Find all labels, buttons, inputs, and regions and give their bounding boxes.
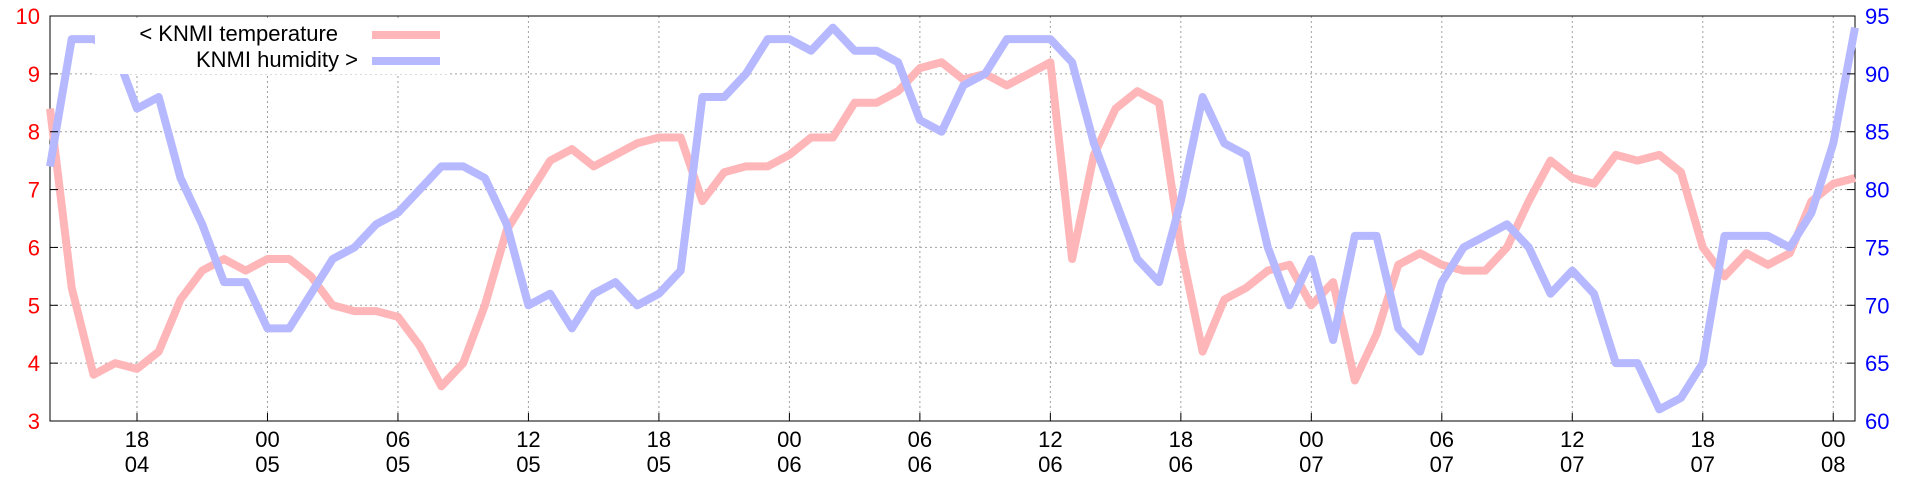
right-tick-label-4: 80 — [1865, 178, 1889, 203]
x-tick-time-6: 06 — [908, 427, 932, 452]
left-tick-label-3: 6 — [28, 235, 40, 260]
x-tick-day-3: 05 — [516, 452, 540, 477]
x-tick-day-5: 06 — [777, 452, 801, 477]
x-tick-time-0: 18 — [125, 427, 149, 452]
x-tick-day-1: 05 — [255, 452, 279, 477]
series-layer — [46, 23, 1859, 414]
right-tick-label-1: 65 — [1865, 351, 1889, 376]
x-tick-time-7: 12 — [1038, 427, 1062, 452]
series-line-temperature — [46, 58, 1857, 391]
legend-label-humidity: KNMI humidity > — [196, 47, 358, 72]
x-tick-time-4: 18 — [647, 427, 671, 452]
right-tick-label-3: 75 — [1865, 235, 1889, 260]
x-tick-time-5: 00 — [777, 427, 801, 452]
grid — [50, 15, 1855, 422]
left-tick-label-2: 5 — [28, 293, 40, 318]
left-tick-label-1: 4 — [28, 351, 40, 376]
x-axis: 1804000506051205180500060606120618060007… — [125, 413, 1845, 477]
right-tick-label-2: 70 — [1865, 293, 1889, 318]
x-tick-time-1: 00 — [255, 427, 279, 452]
x-tick-time-12: 18 — [1691, 427, 1715, 452]
legend-label-temperature: < KNMI temperature — [139, 21, 338, 46]
x-tick-day-6: 06 — [908, 452, 932, 477]
series-line-humidity — [46, 23, 1859, 414]
x-tick-time-11: 12 — [1560, 427, 1584, 452]
right-tick-label-0: 60 — [1865, 409, 1889, 434]
left-tick-label-4: 7 — [28, 178, 40, 203]
x-tick-time-2: 06 — [386, 427, 410, 452]
left-tick-label-7: 10 — [16, 4, 40, 29]
right-tick-label-6: 90 — [1865, 62, 1889, 87]
x-tick-day-13: 08 — [1821, 452, 1845, 477]
right-tick-label-5: 85 — [1865, 120, 1889, 145]
right-tick-label-7: 95 — [1865, 4, 1889, 29]
x-tick-day-4: 05 — [647, 452, 671, 477]
x-tick-day-2: 05 — [386, 452, 410, 477]
x-tick-day-8: 06 — [1169, 452, 1193, 477]
x-tick-time-3: 12 — [516, 427, 540, 452]
left-tick-label-0: 3 — [28, 409, 40, 434]
x-tick-day-7: 06 — [1038, 452, 1062, 477]
x-tick-time-9: 00 — [1299, 427, 1323, 452]
right-axis: 60 65 70 75 80 85 90 95 — [1847, 4, 1889, 434]
x-tick-day-12: 07 — [1691, 452, 1715, 477]
x-tick-day-11: 07 — [1560, 452, 1584, 477]
x-tick-time-10: 06 — [1430, 427, 1454, 452]
legend: < KNMI temperature KNMI humidity > — [95, 18, 450, 74]
x-tick-day-9: 07 — [1299, 452, 1323, 477]
x-tick-day-10: 07 — [1430, 452, 1454, 477]
x-tick-day-0: 04 — [125, 452, 149, 477]
left-tick-label-5: 8 — [28, 120, 40, 145]
x-tick-time-8: 18 — [1169, 427, 1193, 452]
x-tick-time-13: 00 — [1821, 427, 1845, 452]
left-axis: 3 4 5 6 7 8 9 10 — [16, 4, 58, 434]
left-tick-label-6: 9 — [28, 62, 40, 87]
plot-frame — [49, 15, 1856, 422]
